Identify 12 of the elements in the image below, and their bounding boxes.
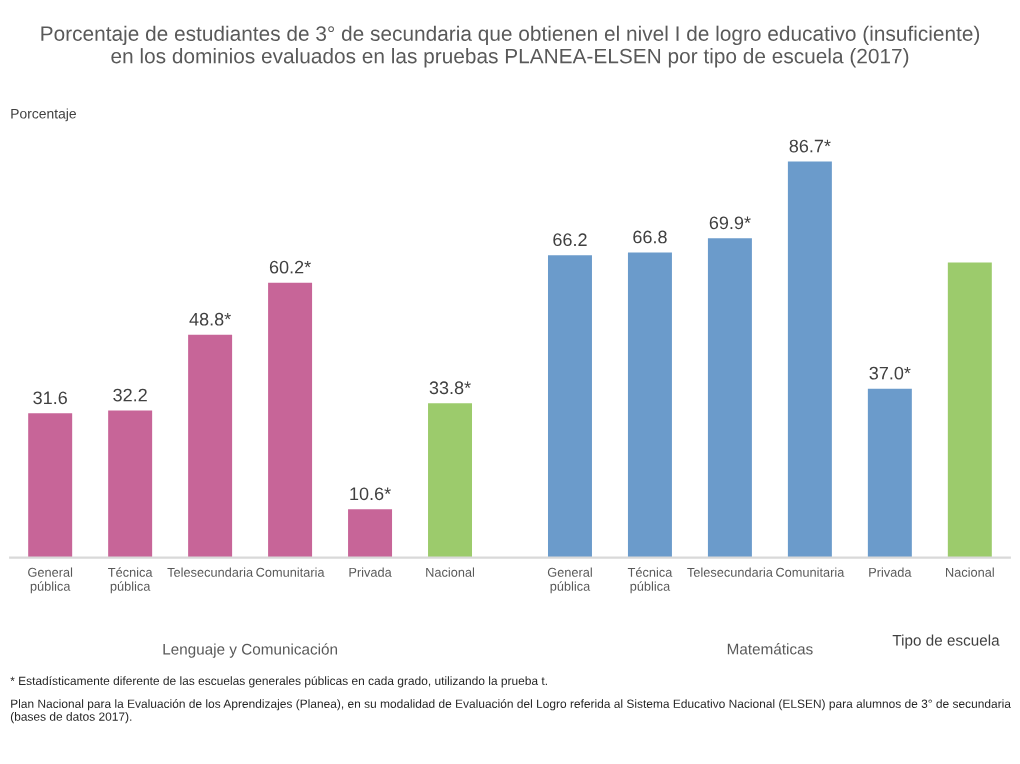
data-label: 60.2* <box>269 260 311 274</box>
data-label: 32.2 <box>113 388 147 402</box>
data-label: 86.7* <box>789 139 831 153</box>
data-label: 31.6 <box>33 391 67 405</box>
data-label: 37.0* <box>869 366 911 380</box>
data-label: 69.9* <box>709 216 751 230</box>
data-label: 66.2 <box>553 233 587 247</box>
chart-title: Porcentaje de estudiantes de 3° de secundaria que obtienen el nivel I de logro educativo (insuficiente) en los dominios evaluados en las pruebas PLANEA-ELSEN por tipo de escuela (2017) <box>41 25 980 68</box>
data-label: 48.8* <box>189 312 231 326</box>
data-label: 33.8* <box>429 381 471 395</box>
data-label: 66.8 <box>633 230 667 244</box>
data-label: 10.6* <box>350 487 391 501</box>
